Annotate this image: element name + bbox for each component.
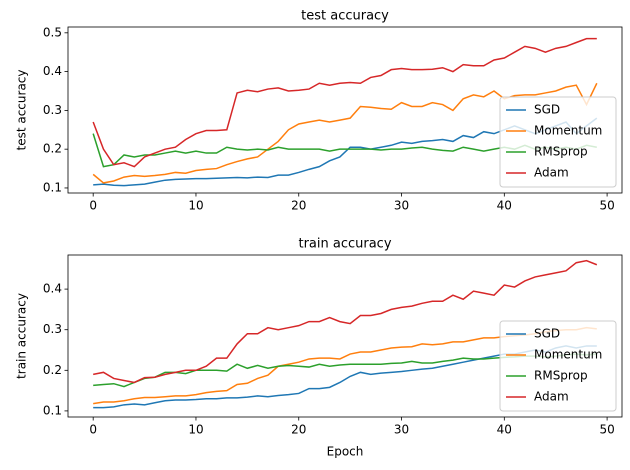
x-tick-label: 30 [394,199,409,213]
axes-frame [67,254,623,418]
y-tick-label: 0.3 [43,103,62,117]
legend-label: Momentum [534,124,602,138]
x-tick-label: 10 [188,199,203,213]
y-axis-label: train accuracy [15,293,29,379]
x-tick-label: 20 [291,423,306,437]
chart-title: train accuracy [298,237,391,252]
legend-label: SGD [534,327,560,341]
y-tick-label: 0.5 [43,25,62,39]
y-tick-label: 0.4 [43,64,62,78]
y-tick-label: 0.2 [43,363,62,377]
x-tick-label: 0 [89,423,97,437]
legend-label: RMSprop [534,145,588,159]
x-tick-label: 50 [599,423,614,437]
legend-label: Momentum [534,348,602,362]
x-tick-label: 40 [497,199,512,213]
y-tick-label: 0.1 [43,180,62,194]
legend-label: SGD [534,103,560,117]
series-line [92,37,597,168]
legend-label: Adam [534,166,569,180]
x-tick-label: 30 [394,423,409,437]
axes-frame [67,26,623,194]
x-tick-label: 10 [188,423,203,437]
legend-box [499,96,617,188]
y-tick-label: 0.2 [43,142,62,156]
y-axis-label: test accuracy [15,70,29,151]
legend-label: RMSprop [534,369,588,383]
y-tick-label: 0.4 [43,282,62,296]
legend-label: Adam [534,390,569,404]
x-tick-label: 50 [599,199,614,213]
y-tick-label: 0.1 [43,403,62,417]
x-tick-label: 40 [497,423,512,437]
x-tick-label: 20 [291,199,306,213]
x-tick-label: 0 [89,199,97,213]
legend-box [499,320,617,412]
series-line [93,259,598,384]
chart-title: test accuracy [301,9,389,24]
series-line [92,82,598,184]
y-tick-label: 0.3 [43,322,62,336]
x-axis-label: Epoch [327,445,364,459]
